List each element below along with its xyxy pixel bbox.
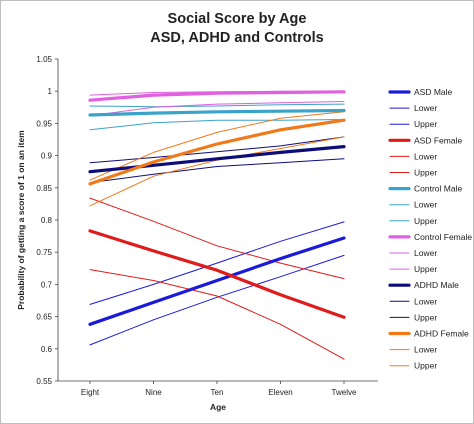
x-tick-label: Twelve <box>332 388 357 397</box>
y-tick-label: 1.05 <box>36 55 52 64</box>
series-line-upper <box>89 197 345 280</box>
y-tick-label: 1 <box>48 87 53 96</box>
legend-label-control-female: Control Female <box>414 232 472 242</box>
x-tick-label: Eleven <box>268 388 292 397</box>
legend: ASD Male Lower Upper ASD Female Lower Upper Co… <box>388 87 472 371</box>
chart-title-line-2: ASD, ADHD and Controls <box>150 30 323 46</box>
legend-label-upper: Upper <box>414 168 437 178</box>
series-line-adhd-male <box>88 145 346 174</box>
legend-label-lower: Lower <box>414 296 437 306</box>
series-line-control-male <box>88 108 346 117</box>
series-line-upper <box>89 103 345 108</box>
legend-label-control-male: Control Male <box>414 184 462 194</box>
series-line-upper <box>89 111 345 181</box>
y-axis: 0.55 0.6 0.65 0.7 0.75 0.8 0.85 0.9 0.95 1 1.05 <box>36 55 59 386</box>
legend-label-upper: Upper <box>414 119 437 129</box>
y-tick-label: 0.65 <box>36 313 52 322</box>
x-tick-label: Nine <box>145 388 162 397</box>
series-line-lower <box>89 254 345 346</box>
legend-label-lower: Lower <box>414 248 437 258</box>
legend-label-asd-male: ASD Male <box>414 87 453 97</box>
x-tick-label: Ten <box>211 388 224 397</box>
series-line-lower <box>89 101 345 117</box>
legend-label-lower: Lower <box>414 103 437 113</box>
series-line-lower <box>89 158 345 184</box>
x-axis: Eight Nine Ten Eleven Twelve <box>58 380 378 397</box>
y-tick-label: 0.8 <box>41 216 53 225</box>
legend-label-upper: Upper <box>414 264 437 274</box>
legend-label-lower: Lower <box>414 345 437 355</box>
series-line-upper <box>89 136 345 164</box>
series-line-lower <box>89 119 345 131</box>
series-line-asd-male <box>88 236 346 326</box>
chart-title-line-1: Social Score by Age <box>168 11 307 27</box>
y-tick-label: 0.85 <box>36 184 52 193</box>
series-line-control-female <box>88 90 346 102</box>
y-tick-label: 0.9 <box>41 152 53 161</box>
y-tick-label: 0.6 <box>41 345 53 354</box>
y-tick-label: 0.7 <box>41 280 53 289</box>
series-line-asd-female <box>88 229 346 319</box>
legend-label-upper: Upper <box>414 312 437 322</box>
x-axis-label: Age <box>210 402 226 412</box>
x-tick-label: Eight <box>81 388 100 397</box>
legend-label-asd-female: ASD Female <box>414 135 462 145</box>
legend-label-lower: Lower <box>414 200 437 210</box>
legend-label-adhd-female: ADHD Female <box>414 329 469 339</box>
series-layer <box>88 90 346 360</box>
y-tick-label: 0.95 <box>36 119 52 128</box>
y-tick-label: 0.75 <box>36 248 52 257</box>
series-line-adhd-female <box>88 118 346 186</box>
legend-label-upper: Upper <box>414 361 437 371</box>
legend-label-upper: Upper <box>414 216 437 226</box>
legend-label-lower: Lower <box>414 151 437 161</box>
legend-label-adhd-male: ADHD Male <box>414 280 459 290</box>
series-line-upper <box>89 221 345 305</box>
series-line-lower <box>89 269 345 360</box>
y-axis-label: Probability of getting a score of 1 on a… <box>16 130 26 310</box>
y-tick-label: 0.55 <box>36 377 52 386</box>
